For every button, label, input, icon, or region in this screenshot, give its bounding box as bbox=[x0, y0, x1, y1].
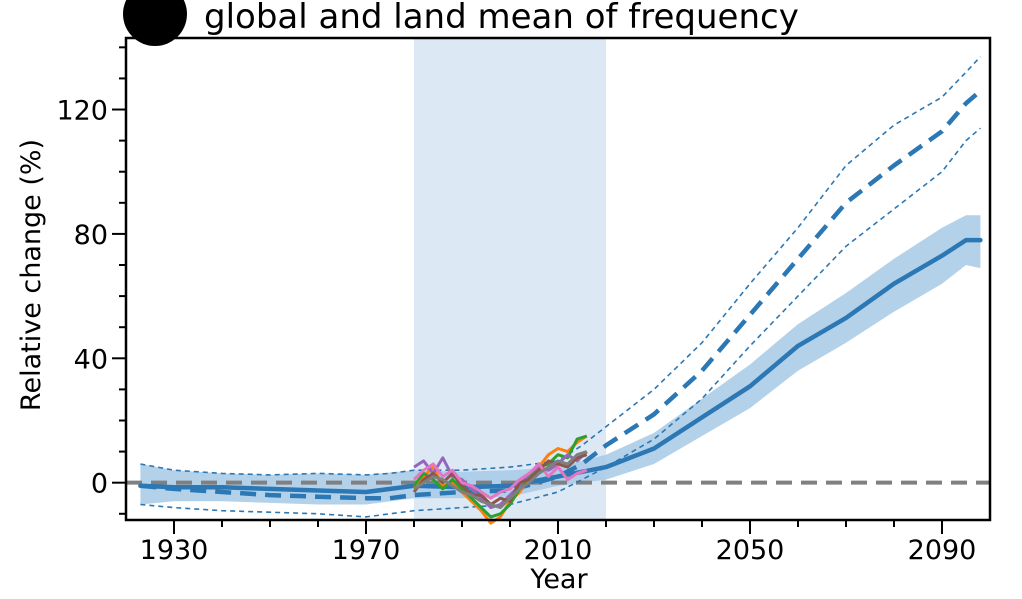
uncertainty-band-layer bbox=[140, 215, 981, 505]
series-1-line bbox=[140, 89, 982, 501]
series-1-lower-bound bbox=[140, 127, 981, 518]
reference-period-shading bbox=[414, 38, 606, 520]
observed-series-5-line bbox=[413, 450, 588, 510]
x-tick-label: 2010 bbox=[524, 535, 593, 566]
series-0-band bbox=[140, 215, 981, 505]
observed-series-3-line bbox=[412, 453, 588, 506]
x-axis-label: Year bbox=[529, 564, 588, 595]
chart-title: global and land mean of frequency bbox=[204, 0, 799, 37]
observed-series-0-line bbox=[412, 434, 588, 525]
observations-layer bbox=[412, 434, 588, 525]
y-tick-label: 40 bbox=[74, 344, 108, 375]
x-axis: 1930 1970 2010 2050 2090 bbox=[140, 520, 977, 566]
observed-series-4-line bbox=[412, 462, 588, 500]
x-tick-label: 1930 bbox=[140, 535, 209, 566]
y-axis: 0 40 80 120 bbox=[56, 46, 126, 515]
y-tick-label: 120 bbox=[56, 96, 108, 127]
highlight-layer bbox=[414, 38, 606, 520]
panel-label-marker bbox=[123, 0, 187, 46]
x-tick-label: 2050 bbox=[716, 535, 785, 566]
x-tick-label: 1970 bbox=[332, 535, 401, 566]
y-tick-label: 0 bbox=[91, 469, 108, 500]
y-tick-label: 80 bbox=[74, 220, 108, 251]
x-tick-label: 2090 bbox=[908, 535, 977, 566]
y-axis-label: Relative change (%) bbox=[16, 139, 47, 411]
observed-series-1-line bbox=[412, 434, 588, 519]
